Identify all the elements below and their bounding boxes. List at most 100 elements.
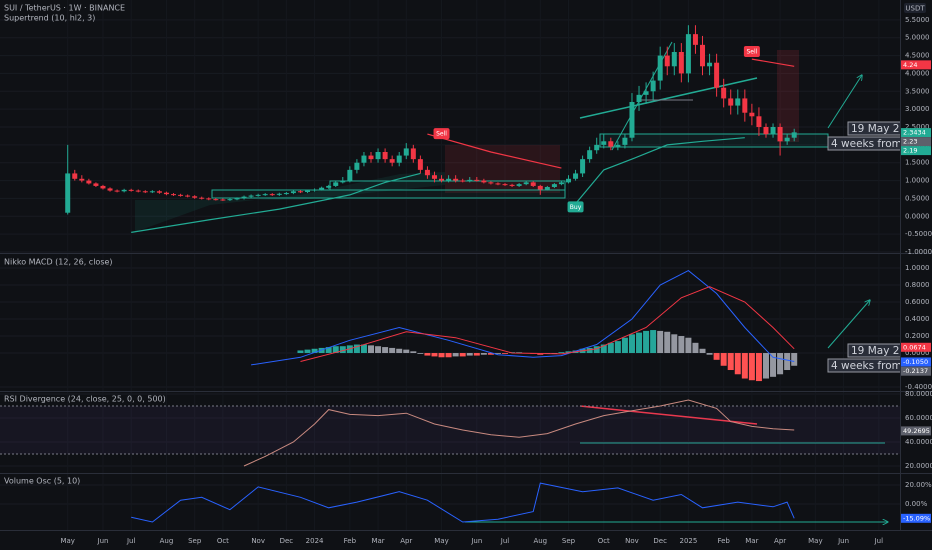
y-tick-label: 0.0000 xyxy=(905,212,930,220)
candle-body xyxy=(594,144,600,151)
axis-value-box xyxy=(901,513,931,523)
x-tick-label: Feb xyxy=(717,537,730,545)
candle-body xyxy=(86,180,92,184)
y-tick-label: 3.0000 xyxy=(905,105,930,113)
candle-body xyxy=(396,155,402,163)
axis-value-label: -0.2137 xyxy=(903,367,928,375)
annotation-box xyxy=(827,358,900,373)
histogram-bar xyxy=(791,353,798,366)
range-box xyxy=(329,180,566,191)
y-tick-label: 4.5000 xyxy=(905,52,930,60)
y-tick-label: -1.0000 xyxy=(905,248,932,256)
x-tick-label: May xyxy=(60,537,74,545)
currency-box xyxy=(904,3,926,13)
x-tick-label: Oct xyxy=(217,537,229,545)
candle-body xyxy=(509,184,515,186)
divergence-line xyxy=(579,405,758,425)
candle-body xyxy=(573,173,579,179)
candle-body xyxy=(417,159,423,170)
candle-body xyxy=(516,184,522,186)
supertrend-fill xyxy=(135,172,445,232)
histogram-bar xyxy=(368,345,375,354)
candle-body xyxy=(650,80,656,92)
y-tick-label: 80.0000 xyxy=(905,390,932,398)
annotation-text: 19 May 202 xyxy=(851,345,913,357)
x-tick-label: Apr xyxy=(400,537,412,545)
projection-arrow xyxy=(827,300,870,349)
x-tick-label: Dec xyxy=(280,537,294,545)
candle-body xyxy=(735,98,741,106)
candle-body xyxy=(410,148,416,160)
candle-body xyxy=(192,196,198,198)
y-tick-label: -0.5000 xyxy=(905,230,932,238)
histogram-bar xyxy=(614,341,621,354)
x-tick-label: 2024 xyxy=(306,537,324,545)
axis-value-box xyxy=(901,366,931,376)
candle-body xyxy=(791,132,797,138)
signal-tag xyxy=(433,128,450,140)
histogram-bar xyxy=(410,351,417,354)
candle-body xyxy=(156,191,162,193)
axis-value-label: 0.0674 xyxy=(903,343,926,351)
axis-value-label: -15.09% xyxy=(903,514,930,522)
histogram-bar xyxy=(551,353,558,354)
signal-tag xyxy=(743,46,760,57)
histogram-bar xyxy=(452,353,459,357)
candle-body xyxy=(453,178,459,181)
candle-body xyxy=(276,193,282,195)
histogram-bar xyxy=(586,347,593,354)
y-tick-label: 60.0000 xyxy=(905,414,932,422)
candle-body xyxy=(537,185,543,190)
signal-label: Sell xyxy=(746,49,757,56)
candle-body xyxy=(114,190,120,192)
candle-body xyxy=(707,62,713,67)
candle-body xyxy=(142,191,148,193)
candle-body xyxy=(544,187,550,190)
supertrend-line xyxy=(751,58,795,67)
y-tick-label: 0.0000 xyxy=(905,349,930,357)
supertrend-fill xyxy=(445,145,560,193)
candle-body xyxy=(714,62,720,88)
candle-body xyxy=(65,173,71,213)
candle-body xyxy=(587,150,593,160)
histogram-bar xyxy=(487,353,494,355)
histogram-bar xyxy=(600,344,607,354)
x-tick-label: Sep xyxy=(562,537,576,545)
y-tick-label: 0.2000 xyxy=(905,332,930,340)
y-tick-label: 3.5000 xyxy=(905,87,930,95)
histogram-bar xyxy=(664,331,671,354)
x-tick-label: Jul xyxy=(500,537,510,545)
histogram-bar xyxy=(396,348,403,354)
candle-body xyxy=(340,180,346,183)
x-tick-label: Nov xyxy=(625,537,639,545)
candle-body xyxy=(382,152,388,160)
histogram-bar xyxy=(727,353,734,371)
histogram-bar xyxy=(770,353,777,377)
histogram-bar xyxy=(339,346,346,354)
candle-body xyxy=(135,190,141,192)
x-tick-label: Feb xyxy=(344,537,357,545)
x-tick-label: Sep xyxy=(188,537,202,545)
y-tick-label: 0.4000 xyxy=(905,315,930,323)
candle-body xyxy=(149,191,155,193)
candle-body xyxy=(333,182,339,186)
annotation-box xyxy=(847,121,900,136)
candle-body xyxy=(93,183,99,186)
histogram-bar xyxy=(466,353,473,356)
candle-body xyxy=(629,102,635,138)
candle-body xyxy=(206,198,212,200)
candle-body xyxy=(79,178,85,181)
candle-body xyxy=(601,141,607,145)
candle-body xyxy=(431,175,437,179)
axis-value-label: -0.1050 xyxy=(903,358,928,366)
candle-body xyxy=(460,180,466,182)
macd-line xyxy=(251,270,795,366)
candle-body xyxy=(467,179,473,182)
trend-line xyxy=(579,77,758,119)
histogram-bar xyxy=(494,353,501,354)
axis-value-label: 49.2695 xyxy=(903,427,930,435)
candle-body xyxy=(608,141,614,147)
histogram-bar xyxy=(353,344,360,354)
histogram-bar xyxy=(685,337,692,354)
candle-body xyxy=(742,98,748,113)
